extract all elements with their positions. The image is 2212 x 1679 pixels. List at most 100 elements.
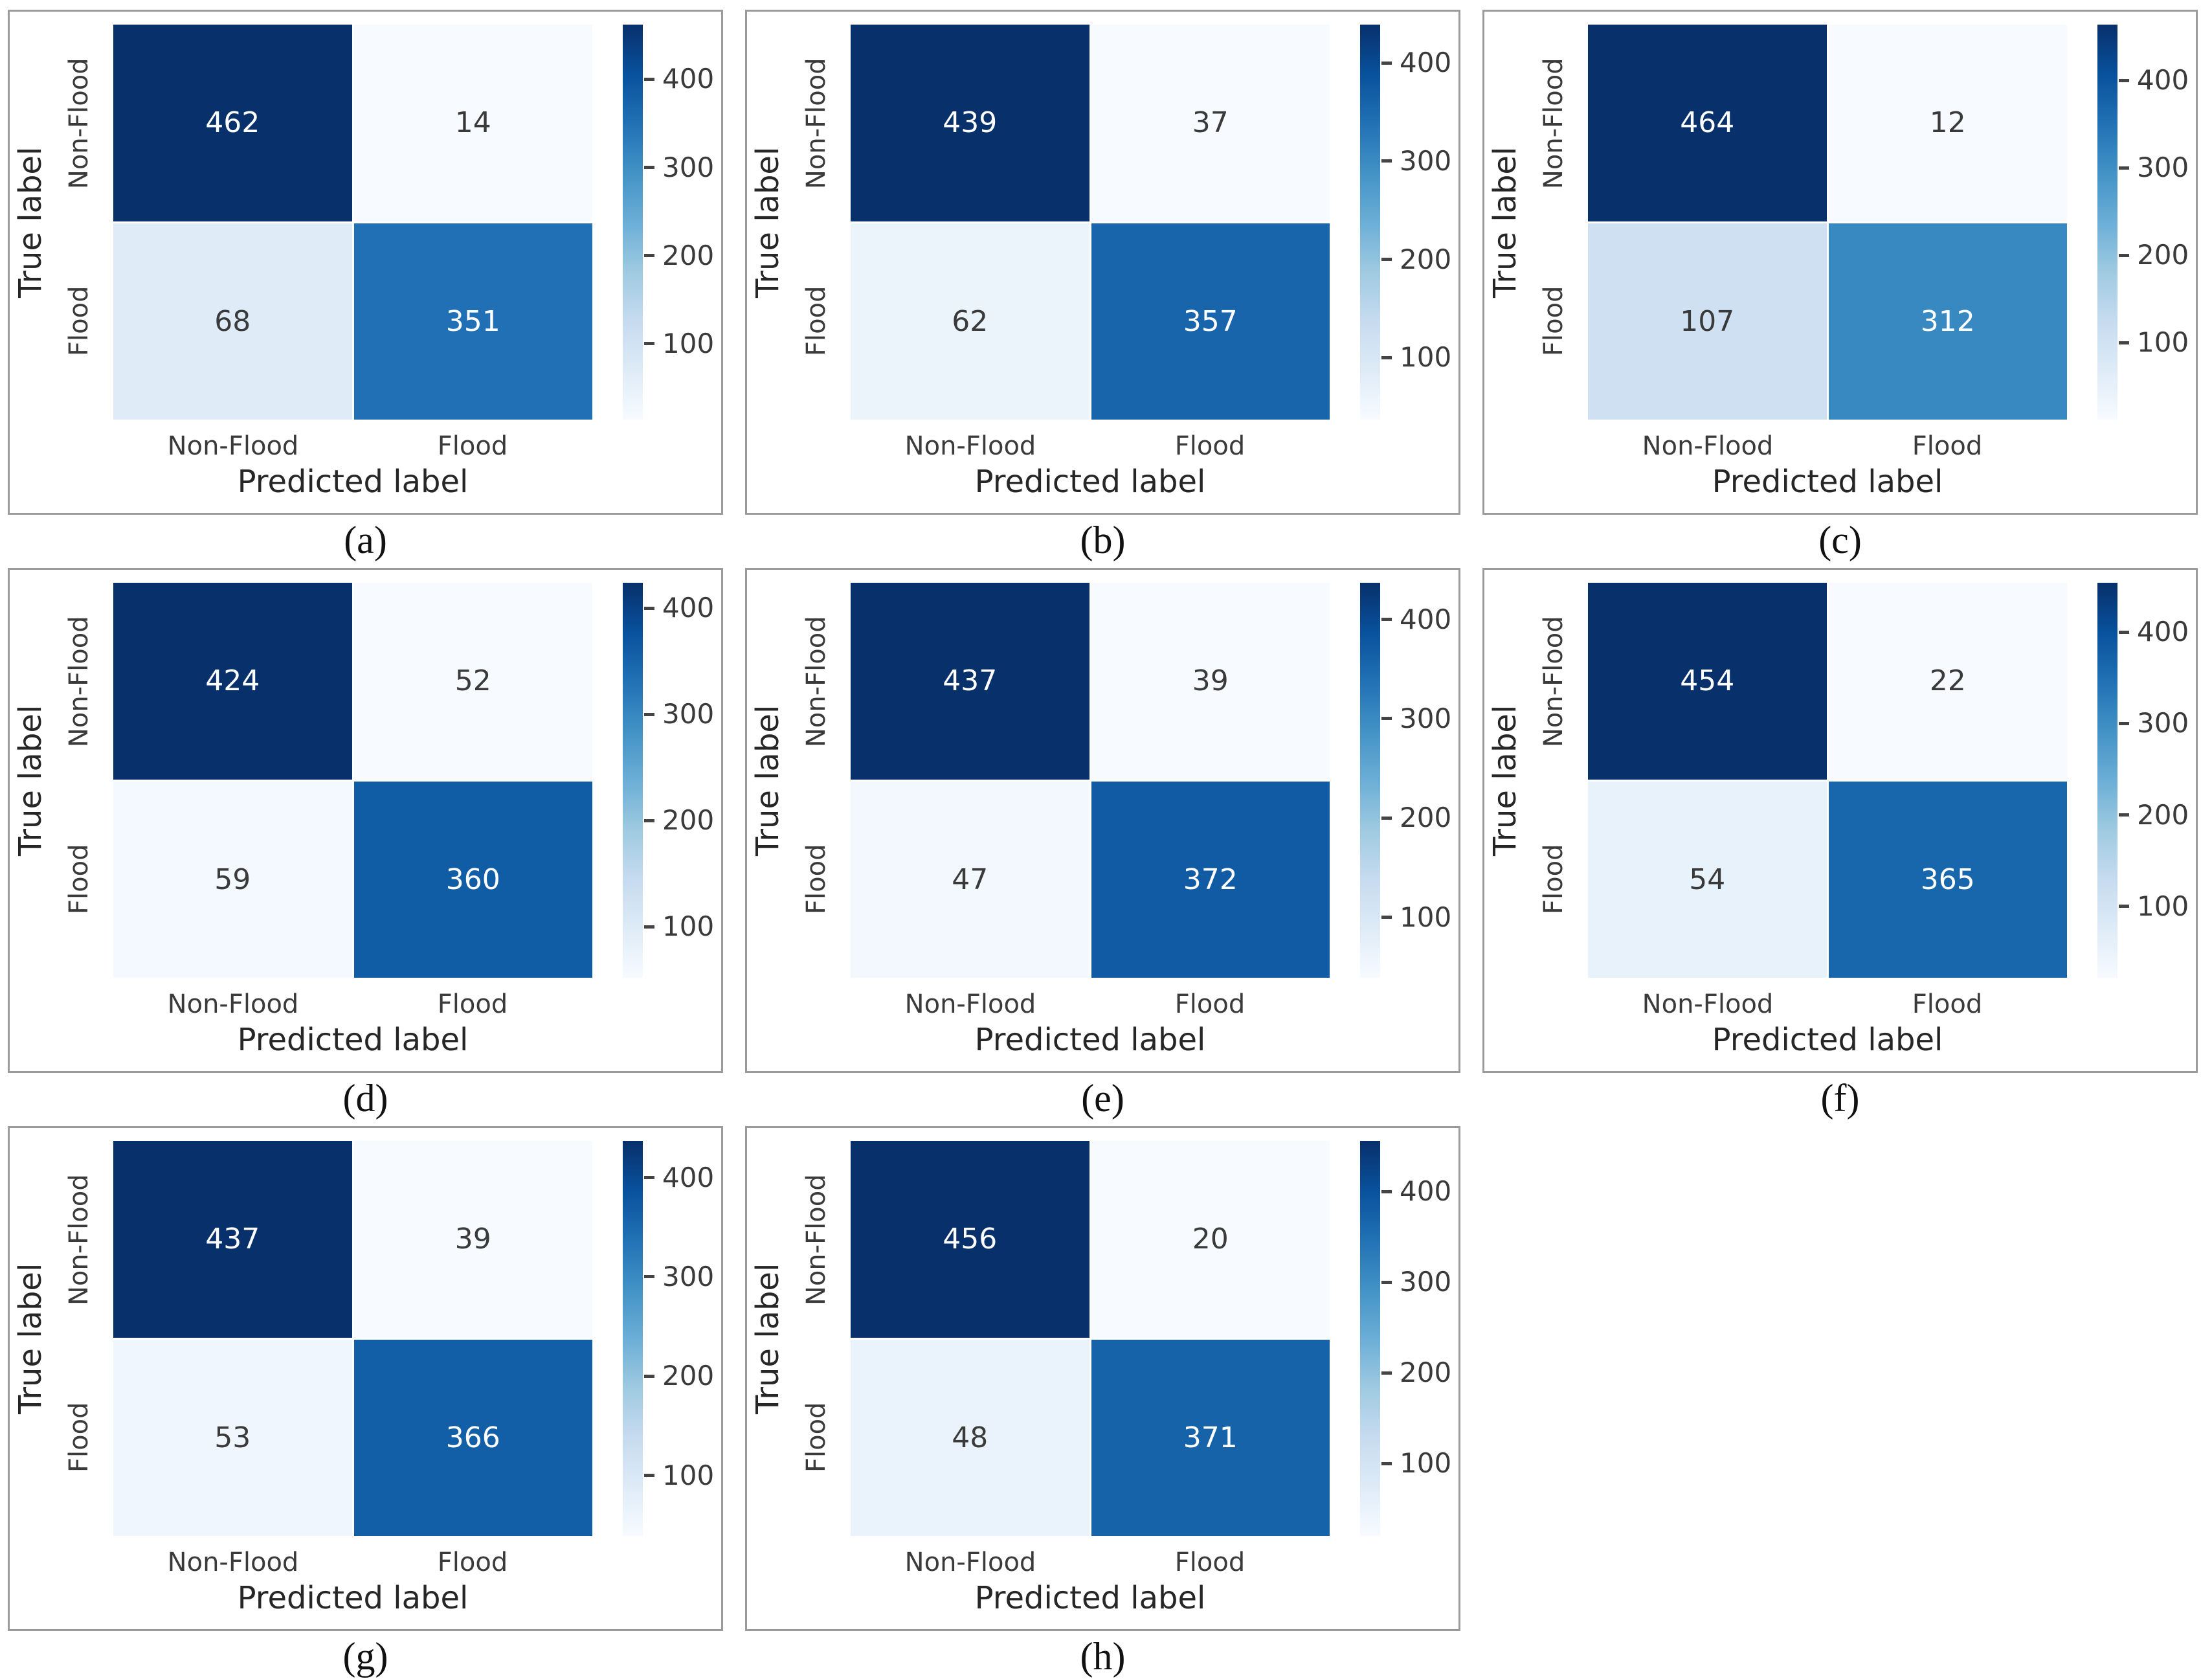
colorbar-tick-mark bbox=[1381, 1461, 1392, 1465]
plot-area: True label Non-Flood Flood 437 39 47 372… bbox=[745, 568, 1460, 1073]
colorbar-tick-labels: 400 300 200 100 bbox=[2119, 583, 2196, 978]
cell-false-negative: 48 bbox=[851, 1339, 1089, 1536]
cell-false-positive: 39 bbox=[1091, 583, 1330, 780]
y-axis-title: True label bbox=[1487, 704, 1523, 856]
colorbar bbox=[1360, 25, 1380, 420]
x-tick-labels: Non-Flood Flood bbox=[851, 1548, 1330, 1577]
x-tick-label-non-flood: Non-Flood bbox=[904, 431, 1036, 461]
x-axis-title: Predicted label bbox=[974, 464, 1206, 500]
x-axis-title: Predicted label bbox=[1712, 1022, 1943, 1058]
cell-true-positive: 357 bbox=[1091, 223, 1330, 420]
plot-area: True label Non-Flood Flood 439 37 62 357… bbox=[745, 10, 1460, 515]
y-axis-title: True label bbox=[1487, 146, 1523, 298]
x-tick-label-non-flood: Non-Flood bbox=[1642, 431, 1774, 461]
x-axis-title: Predicted label bbox=[1712, 464, 1943, 500]
panel-caption: (a) bbox=[344, 519, 387, 561]
colorbar bbox=[2097, 25, 2117, 420]
colorbar-tick-mark bbox=[644, 712, 654, 716]
colorbar-tick-labels: 400 300 200 100 bbox=[644, 25, 722, 420]
colorbar bbox=[2097, 583, 2117, 978]
colorbar bbox=[623, 583, 643, 978]
confusion-matrix-heatmap: 456 20 48 371 bbox=[851, 1141, 1330, 1536]
colorbar-tick-labels: 400 300 200 100 bbox=[644, 1141, 722, 1536]
y-tick-label-non-flood: Non-Flood bbox=[801, 1174, 831, 1305]
y-tick-label-non-flood: Non-Flood bbox=[1539, 616, 1569, 747]
colorbar-tick-mark bbox=[2119, 166, 2129, 170]
colorbar bbox=[1360, 583, 1380, 978]
confusion-matrix-heatmap: 462 14 68 351 bbox=[113, 25, 592, 420]
y-tick-label-flood: Flood bbox=[64, 1402, 94, 1472]
y-tick-label-flood: Flood bbox=[64, 286, 94, 356]
x-tick-label-flood: Flood bbox=[1912, 431, 1983, 461]
colorbar-tick-mark bbox=[644, 254, 654, 258]
colorbar-tick-labels: 400 300 200 100 bbox=[1381, 583, 1459, 978]
y-axis-title: True label bbox=[750, 146, 786, 298]
figure-panel: True label Non-Flood Flood 464 12 107 31… bbox=[1475, 0, 2212, 561]
confusion-matrix-heatmap: 439 37 62 357 bbox=[851, 25, 1330, 420]
cell-true-positive: 365 bbox=[1828, 781, 2067, 978]
colorbar-tick-mark bbox=[1381, 61, 1392, 65]
figure-panel: True label Non-Flood Flood 456 20 48 371… bbox=[737, 1116, 1475, 1678]
figure-panel: True label Non-Flood Flood 462 14 68 351… bbox=[0, 0, 737, 561]
colorbar-tick-mark bbox=[1381, 258, 1392, 262]
figure-panel: True label Non-Flood Flood 437 39 47 372… bbox=[737, 558, 1475, 1120]
cell-true-positive: 372 bbox=[1091, 781, 1330, 978]
x-tick-label-non-flood: Non-Flood bbox=[167, 989, 299, 1019]
y-tick-labels: Non-Flood Flood bbox=[1535, 583, 1572, 978]
y-tick-labels: Non-Flood Flood bbox=[60, 1141, 98, 1536]
panel-caption: (f) bbox=[1820, 1077, 1860, 1120]
x-tick-labels: Non-Flood Flood bbox=[113, 989, 592, 1019]
colorbar-tick-mark bbox=[644, 166, 654, 170]
x-axis-title: Predicted label bbox=[237, 1580, 469, 1616]
x-axis-title: Predicted label bbox=[974, 1022, 1206, 1058]
plot-area: True label Non-Flood Flood 424 52 59 360… bbox=[8, 568, 723, 1073]
x-tick-label-non-flood: Non-Flood bbox=[904, 1548, 1036, 1577]
cell-true-positive: 371 bbox=[1091, 1339, 1330, 1536]
y-tick-label-flood: Flood bbox=[801, 286, 831, 356]
x-tick-label-non-flood: Non-Flood bbox=[1642, 989, 1774, 1019]
y-tick-labels: Non-Flood Flood bbox=[798, 25, 835, 420]
colorbar-tick-mark bbox=[644, 606, 654, 610]
cell-false-positive: 14 bbox=[353, 25, 592, 221]
y-tick-label-non-flood: Non-Flood bbox=[64, 58, 94, 189]
y-tick-label-flood: Flood bbox=[801, 1402, 831, 1472]
y-tick-label-non-flood: Non-Flood bbox=[1539, 58, 1569, 189]
x-tick-label-flood: Flood bbox=[437, 989, 508, 1019]
confusion-matrix-heatmap: 424 52 59 360 bbox=[113, 583, 592, 978]
x-tick-label-flood: Flood bbox=[437, 1548, 508, 1577]
y-axis-title: True label bbox=[750, 704, 786, 856]
panel-caption: (d) bbox=[342, 1077, 388, 1120]
colorbar-tick-mark bbox=[1381, 1371, 1392, 1375]
x-tick-label-non-flood: Non-Flood bbox=[167, 1548, 299, 1577]
y-tick-label-flood: Flood bbox=[64, 844, 94, 914]
colorbar-tick-mark bbox=[2119, 813, 2129, 817]
y-tick-label-flood: Flood bbox=[1539, 286, 1569, 356]
plot-area: True label Non-Flood Flood 437 39 53 366… bbox=[8, 1126, 723, 1631]
cell-false-negative: 54 bbox=[1588, 781, 1827, 978]
colorbar-tick-mark bbox=[2119, 78, 2129, 82]
cell-true-negative: 439 bbox=[851, 25, 1089, 221]
colorbar-tick-mark bbox=[644, 925, 654, 929]
y-tick-labels: Non-Flood Flood bbox=[798, 583, 835, 978]
colorbar-tick-mark bbox=[2119, 905, 2129, 908]
cell-false-negative: 62 bbox=[851, 223, 1089, 420]
cell-true-negative: 424 bbox=[113, 583, 352, 780]
x-axis-title: Predicted label bbox=[237, 1022, 469, 1058]
plot-area: True label Non-Flood Flood 462 14 68 351… bbox=[8, 10, 723, 515]
colorbar-tick-labels: 400 300 200 100 bbox=[644, 583, 722, 978]
confusion-matrix-heatmap: 437 39 53 366 bbox=[113, 1141, 592, 1536]
colorbar-tick-mark bbox=[1381, 1189, 1392, 1193]
x-tick-label-non-flood: Non-Flood bbox=[167, 431, 299, 461]
panel-caption: (g) bbox=[342, 1635, 388, 1678]
x-tick-label-flood: Flood bbox=[1174, 1548, 1246, 1577]
colorbar bbox=[623, 25, 643, 420]
colorbar-tick-mark bbox=[644, 1275, 654, 1279]
cell-false-negative: 59 bbox=[113, 781, 352, 978]
colorbar-tick-mark bbox=[1381, 717, 1392, 721]
y-tick-label-non-flood: Non-Flood bbox=[64, 616, 94, 747]
cell-true-negative: 464 bbox=[1588, 25, 1827, 221]
y-tick-labels: Non-Flood Flood bbox=[798, 1141, 835, 1536]
x-tick-label-flood: Flood bbox=[437, 431, 508, 461]
colorbar bbox=[623, 1141, 643, 1536]
colorbar-tick-mark bbox=[644, 818, 654, 822]
